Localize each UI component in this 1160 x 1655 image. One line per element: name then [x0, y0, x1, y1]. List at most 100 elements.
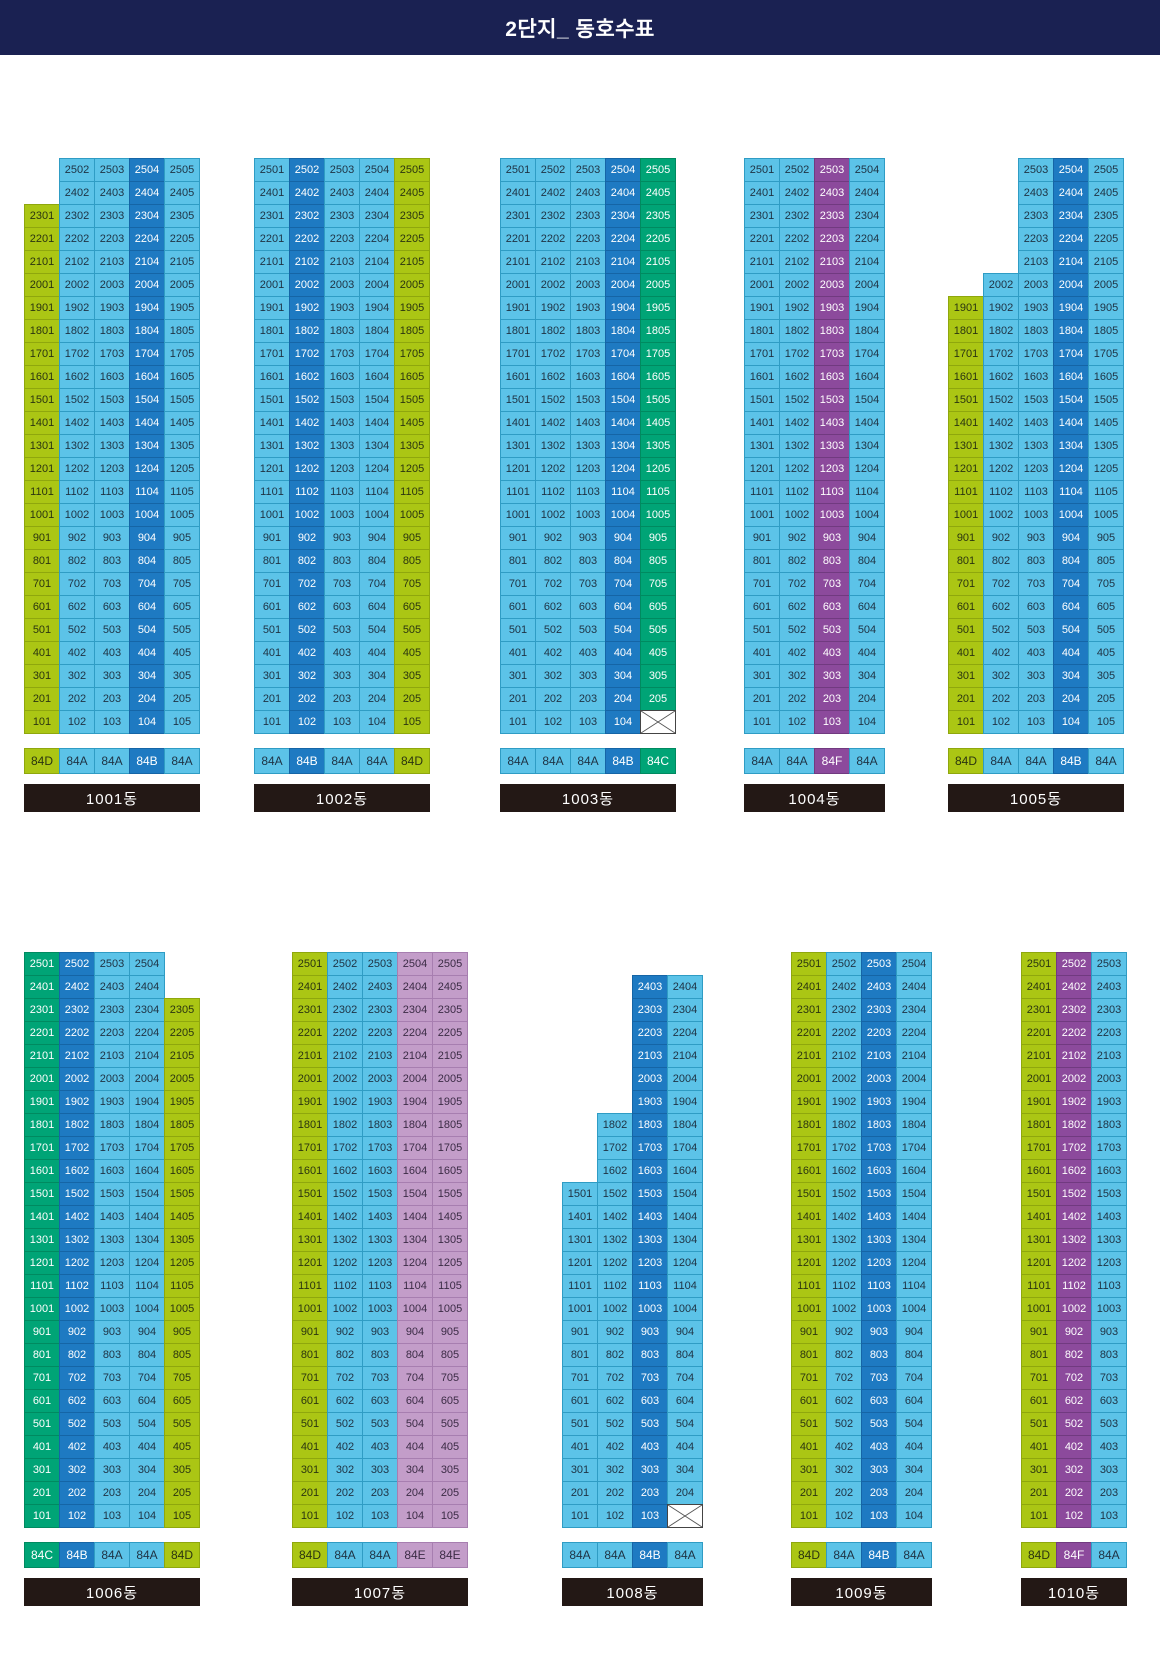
legend-row: 84D 84A 84A 84B 84A [24, 748, 200, 774]
unit-cell: 902 [826, 1320, 862, 1344]
unit-cell: 302 [1056, 1458, 1092, 1482]
unit-cell: 1803 [362, 1113, 398, 1137]
floor-row: 201 202 203 204 205 [948, 687, 1124, 711]
floor-row: 1401 1402 1403 1404 [562, 1205, 703, 1229]
unit-cell: 1603 [94, 1159, 130, 1183]
unit-cell: 702 [535, 572, 571, 596]
unit-cell: 2002 [535, 273, 571, 297]
unit-cell: 902 [327, 1320, 363, 1344]
unit-cell: 1303 [570, 434, 606, 458]
unit-cell: 2304 [605, 204, 641, 228]
floor-row: 501 502 503 504 505 [500, 618, 676, 642]
unit-cell: 201 [500, 687, 536, 711]
unit-cell: 1902 [289, 296, 325, 320]
unit-cell: 504 [1053, 618, 1089, 642]
floor-row: 1901 1902 1903 1904 1905 [24, 296, 200, 320]
floor-row: 1301 1302 1303 1304 [791, 1228, 932, 1252]
unit-cell: 2105 [640, 250, 676, 274]
unit-cell: 503 [861, 1412, 897, 1436]
unit-cell: 2005 [432, 1067, 468, 1091]
unit-cell: 1804 [896, 1113, 932, 1137]
legend-cell: 84B [632, 1542, 668, 1568]
unit-cell: 102 [779, 710, 815, 734]
unit-cell: 101 [292, 1504, 328, 1528]
unit-cell: 1104 [667, 1274, 703, 1298]
unit-cell: 2201 [500, 227, 536, 251]
unit-cell: 1001 [1021, 1297, 1057, 1321]
unit-cell: 705 [1088, 572, 1124, 596]
unit-cell: 2505 [394, 158, 430, 182]
unit-cell: 1504 [896, 1182, 932, 1206]
unit-cell: 901 [292, 1320, 328, 1344]
unit-cell: 502 [289, 618, 325, 642]
unit-cell: 501 [562, 1412, 598, 1436]
unit-cell: 201 [292, 1481, 328, 1505]
unit-cell: 601 [500, 595, 536, 619]
unit-cell: 903 [861, 1320, 897, 1344]
unit-cell: 702 [59, 1366, 95, 1390]
unit-cell: 2203 [632, 1021, 668, 1045]
floor-row: 301 302 303 304 [744, 664, 885, 688]
unit-cell: 2502 [779, 158, 815, 182]
unit-cell: 2103 [1018, 250, 1054, 274]
unit-cell: 2503 [861, 952, 897, 976]
unit-cell: 2403 [362, 975, 398, 999]
floor-row: 1401 1402 1403 [1021, 1205, 1127, 1229]
legend-cell: 84A [359, 748, 395, 774]
unit-cell: 1804 [129, 319, 165, 343]
floor-row: 601 602 603 604 [562, 1389, 703, 1413]
unit-cell: 1002 [289, 503, 325, 527]
unit-cell: 304 [667, 1458, 703, 1482]
unit-cell: 2105 [164, 1044, 200, 1068]
unit-cell: 1001 [948, 503, 984, 527]
floor-row: 2301 2302 2303 2304 2305 [24, 204, 200, 228]
unit-cell: 2302 [1056, 998, 1092, 1022]
unit-cell: 1203 [324, 457, 360, 481]
unit-cell: 1705 [394, 342, 430, 366]
unit-cell: 1301 [254, 434, 290, 458]
unit-cell: 1601 [744, 365, 780, 389]
unit-cell: 1704 [129, 1136, 165, 1160]
unit-cell: 1101 [292, 1274, 328, 1298]
unit-cell: 1905 [432, 1090, 468, 1114]
unit-cell: 1502 [779, 388, 815, 412]
unit-cell: 701 [254, 572, 290, 596]
unit-cell: 701 [24, 1366, 60, 1390]
floor-row: 2201 2202 2203 2204 2205 [500, 227, 676, 251]
unit-cell: 802 [597, 1343, 633, 1367]
unit-cell: 2203 [861, 1021, 897, 1045]
unit-cell: 1603 [570, 365, 606, 389]
floor-row: 701 702 703 704 705 [500, 572, 676, 596]
unit-cell: 2101 [254, 250, 290, 274]
unit-cell: 1903 [861, 1090, 897, 1114]
unit-cell: 1204 [359, 457, 395, 481]
unit-cell: 1805 [640, 319, 676, 343]
unit-cell: 301 [292, 1458, 328, 1482]
floor-row: 2301 2302 2303 [1021, 998, 1127, 1022]
unit-cell: 1403 [94, 1205, 130, 1229]
unit-cell: 1401 [500, 411, 536, 435]
unit-cell: 1505 [164, 1182, 200, 1206]
unit-cell: 1503 [814, 388, 850, 412]
unit-cell: 1001 [744, 503, 780, 527]
floor-row: 201 202 203 204 205 [500, 687, 676, 711]
floor-row: 1201 1202 1203 1204 1205 [254, 457, 430, 481]
unit-cell: 602 [59, 595, 95, 619]
unit-cell: 205 [432, 1481, 468, 1505]
unit-cell: 1804 [359, 319, 395, 343]
floor-row: 1101 1102 1103 1104 [744, 480, 885, 504]
unit-cell: 504 [129, 618, 165, 642]
unit-cell: 601 [24, 1389, 60, 1413]
unit-cell: 2305 [640, 204, 676, 228]
unit-cell: 2002 [826, 1067, 862, 1091]
unit-cell: 1203 [94, 1251, 130, 1275]
unit-cell: 1701 [1021, 1136, 1057, 1160]
unit-cell: 1701 [254, 342, 290, 366]
unit-cell: 1105 [1088, 480, 1124, 504]
unit-cell: 702 [59, 572, 95, 596]
unit-cell: 2304 [896, 998, 932, 1022]
unit-cell: 1703 [1018, 342, 1054, 366]
unit-cell: 1702 [983, 342, 1019, 366]
unit-cell: 1104 [397, 1274, 433, 1298]
unit-cell: 1301 [24, 434, 60, 458]
